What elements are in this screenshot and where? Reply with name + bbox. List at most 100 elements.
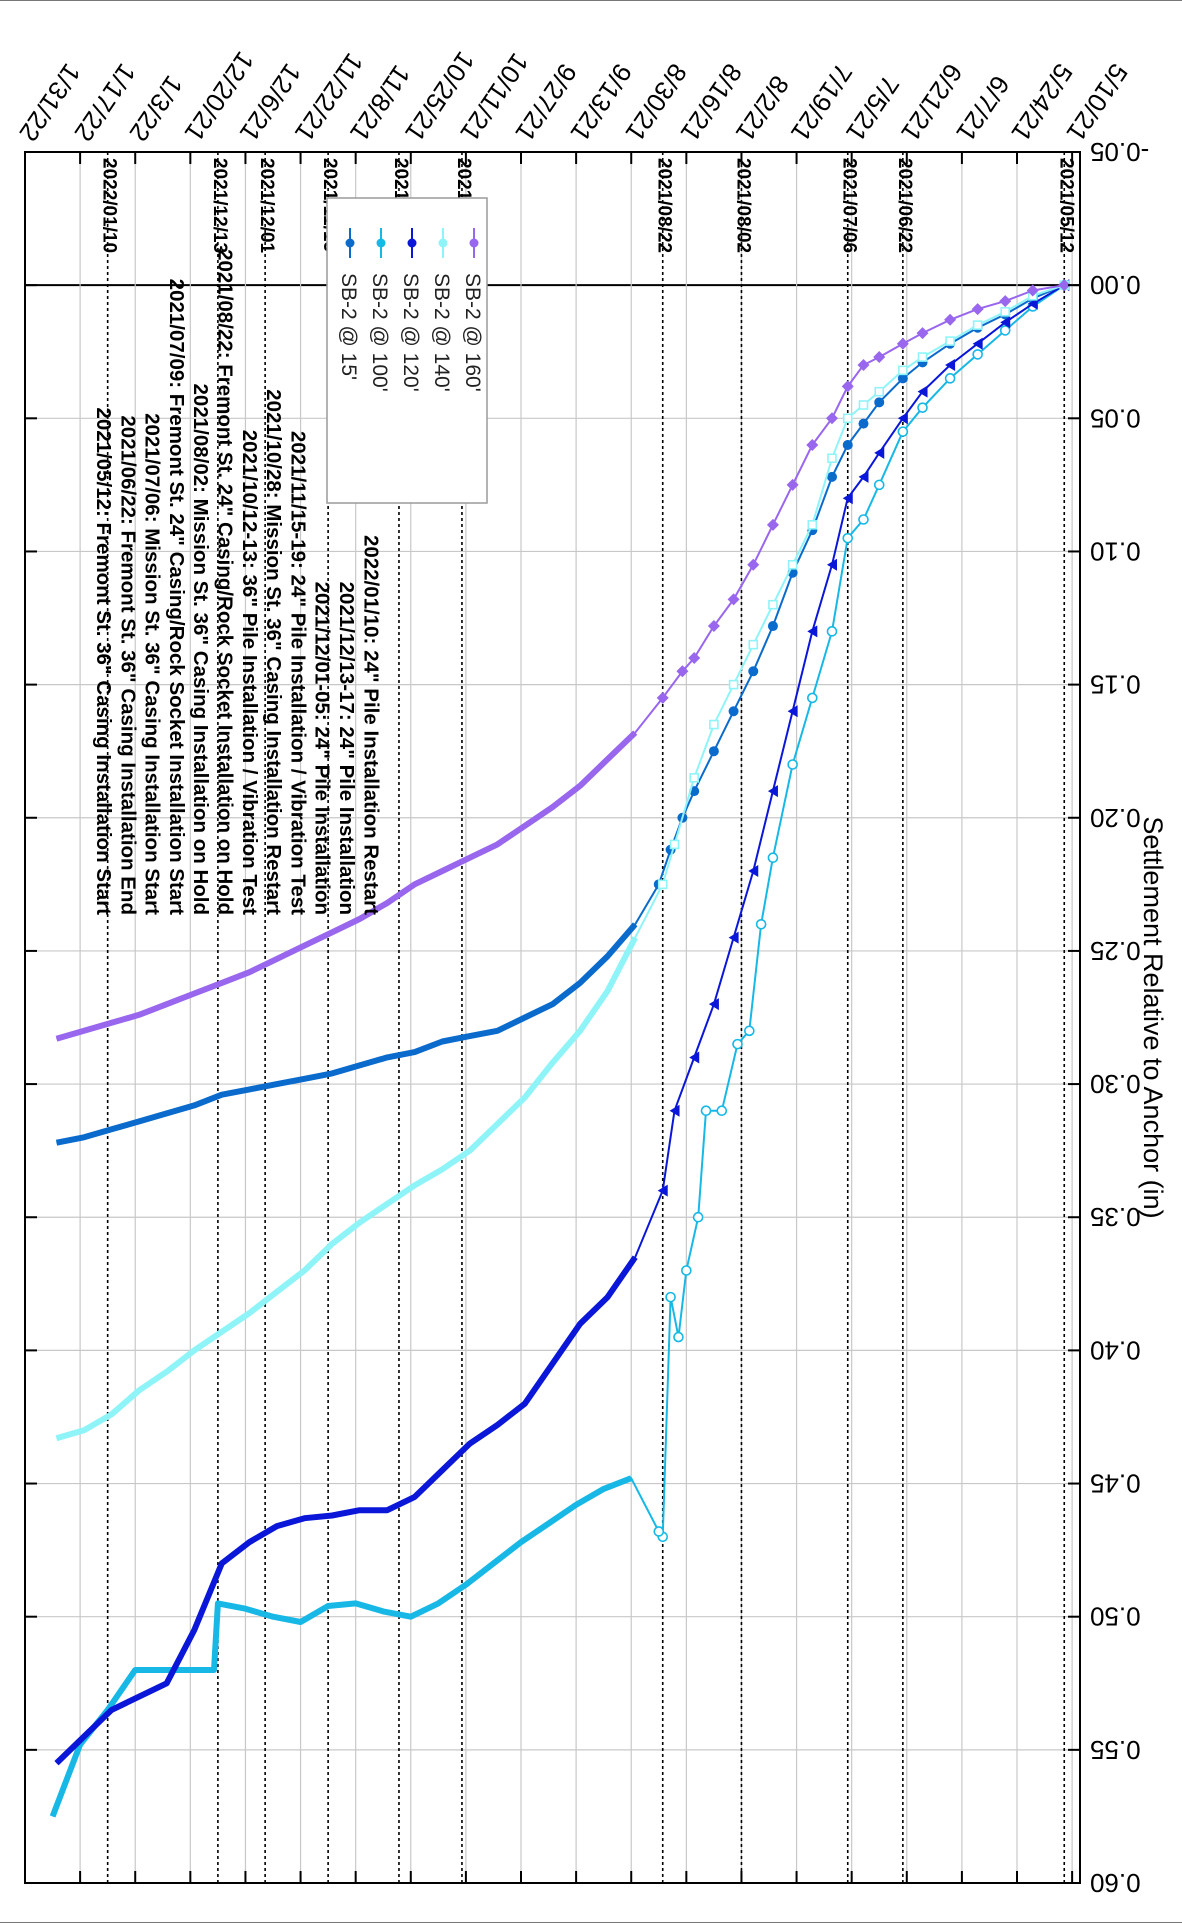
- annotation-line: 2021/12/13-17: 24" Pile Installation: [335, 582, 358, 915]
- data-point: [897, 412, 908, 425]
- plot-area: [25, 152, 1080, 1883]
- annotation-line: 2021/05/12: Fremont St. 36" Casing Insta…: [92, 407, 115, 915]
- annotation-line: 2021/07/09: Fremont St. 24" Casing/Rock …: [165, 279, 188, 915]
- data-point: [999, 325, 1011, 336]
- annotation-line: 2021/11/15-19: 24" Pile Installation / V…: [286, 431, 309, 915]
- data-point: [807, 520, 818, 530]
- data-point: [874, 397, 885, 408]
- data-point: [787, 759, 798, 770]
- series-3: [54, 279, 1070, 1766]
- legend-label: SB-2 @ 100': [368, 273, 391, 392]
- event-line-label: 2021/06/22: [894, 158, 915, 253]
- annotation-list: 2021/05/12: Fremont St. 36" Casing Insta…: [92, 249, 382, 915]
- y-tick-label: 0.20: [1090, 803, 1141, 833]
- event-line-label: 2021/12/13: [209, 158, 230, 253]
- y-tick-label: -0.05: [1090, 137, 1149, 167]
- legend-label: SB-2 @ 160': [461, 273, 484, 392]
- data-point: [786, 478, 799, 491]
- data-point: [944, 313, 957, 326]
- data-point: [748, 666, 759, 677]
- data-point: [748, 865, 759, 878]
- data-point: [669, 1104, 680, 1117]
- data-point: [858, 400, 869, 410]
- annotation-line: 2021/08/02: Mission St. 36" Casing Insta…: [189, 384, 212, 915]
- data-point: [767, 621, 778, 632]
- data-point: [673, 1331, 684, 1343]
- data-point: [807, 625, 818, 638]
- data-point: [842, 532, 854, 544]
- data-point: [755, 918, 767, 930]
- data-point: [858, 514, 869, 525]
- data-point: [972, 349, 983, 360]
- data-point: [657, 879, 668, 890]
- data-point: [945, 336, 955, 346]
- data-point: [827, 453, 837, 464]
- data-point: [1000, 306, 1011, 317]
- data-point: [676, 665, 689, 678]
- data-point: [825, 412, 838, 425]
- plot-border: [24, 151, 1081, 1884]
- event-line-label: 2021/12/01: [256, 158, 277, 254]
- data-point: [1026, 284, 1039, 297]
- data-point: [898, 365, 908, 376]
- y-tick-label: 0.45: [1090, 1469, 1141, 1499]
- y-axis-label: Settlement Relative to Anchor (in): [1138, 816, 1168, 1218]
- data-point: [858, 418, 869, 429]
- y-tick-label: 0.55: [1090, 1735, 1141, 1765]
- data-point: [727, 593, 740, 606]
- series-band: [54, 1255, 638, 1766]
- data-point: [707, 620, 720, 633]
- data-point: [728, 706, 739, 717]
- data-point: [728, 679, 739, 690]
- data-point: [700, 1105, 712, 1117]
- legend-item: SB-2 @ 100': [368, 228, 391, 392]
- data-point: [842, 413, 853, 424]
- legend-item: SB-2 @ 120': [399, 228, 422, 392]
- data-point: [897, 373, 908, 384]
- data-point: [917, 352, 928, 362]
- legend-item: SB-2 @ 15': [337, 228, 360, 380]
- y-tick-label: 0.40: [1090, 1335, 1141, 1365]
- data-point: [767, 852, 779, 864]
- data-point: [807, 692, 818, 704]
- data-point: [972, 320, 983, 330]
- event-line-label: 2021/08/02: [732, 158, 753, 253]
- annotation-line: 2021/07/06: Mission St. 36" Casing Insta…: [141, 413, 164, 915]
- data-point: [748, 639, 759, 650]
- data-point: [873, 479, 885, 491]
- y-tick-label: 0.05: [1090, 403, 1141, 433]
- data-point: [787, 559, 798, 570]
- legend-marker: [376, 238, 386, 248]
- y-tick-label: 0.15: [1090, 670, 1141, 700]
- data-point: [999, 295, 1012, 308]
- annotation-line: 2021/06/22: Fremont St. 36" Casing Insta…: [116, 415, 139, 915]
- series-band: [55, 730, 638, 1042]
- legend-label: SB-2 @ 140': [430, 273, 453, 392]
- annotation-line: 2021/10/28: Mission St. 36" Casing Insta…: [262, 389, 285, 915]
- data-point: [944, 373, 956, 384]
- series-5: [55, 279, 1071, 1042]
- data-point: [972, 337, 983, 350]
- data-point: [917, 385, 928, 398]
- data-point: [1027, 297, 1038, 310]
- data-point: [747, 558, 760, 571]
- data-point: [858, 470, 869, 483]
- event-line-label: 2021/05/12: [1055, 158, 1076, 253]
- data-point: [709, 719, 719, 730]
- data-point: [768, 599, 778, 610]
- data-point: [669, 839, 680, 850]
- data-point: [681, 1265, 692, 1276]
- event-line-label: 2022/01/10: [99, 158, 120, 253]
- data-point: [945, 359, 956, 372]
- data-point: [916, 327, 929, 340]
- data-point: [874, 386, 885, 397]
- legend-marker: [407, 238, 417, 248]
- series-4: [55, 280, 1070, 1442]
- data-point: [842, 492, 853, 505]
- data-point: [917, 402, 928, 413]
- annotation-line: 2021/10/12-13: 36" Pile Installation / V…: [238, 430, 261, 915]
- event-line-label: 2021/08/22: [654, 158, 675, 253]
- annotation-line: 2022/01/10: 24" Pile Installation Restar…: [359, 535, 382, 915]
- data-point: [1000, 316, 1011, 329]
